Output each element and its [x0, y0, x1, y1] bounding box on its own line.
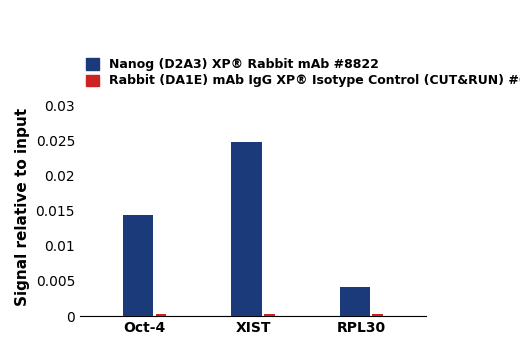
Bar [231, 142, 262, 316]
Bar [123, 215, 153, 316]
Bar [155, 314, 166, 316]
Y-axis label: Signal relative to input: Signal relative to input [15, 108, 30, 306]
Bar [340, 287, 370, 316]
Bar [264, 314, 275, 316]
Legend: Nanog (D2A3) XP® Rabbit mAb #8822, Rabbit (DA1E) mAb IgG XP® Isotype Control (CU: Nanog (D2A3) XP® Rabbit mAb #8822, Rabbi… [86, 58, 520, 88]
Bar [372, 314, 383, 316]
